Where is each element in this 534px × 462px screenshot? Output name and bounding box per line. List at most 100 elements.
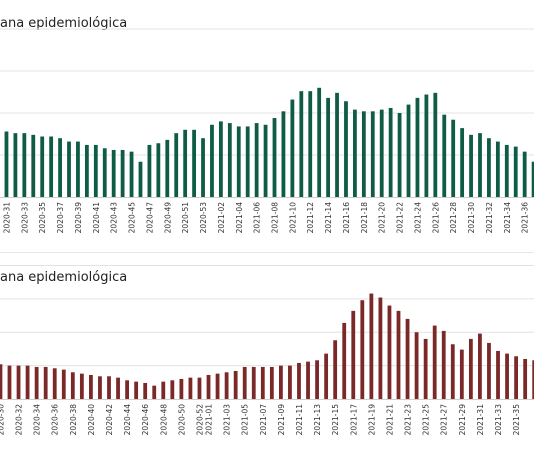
bar [505,353,509,399]
bar [344,101,348,197]
bar [278,365,283,399]
top-chart-panel: ana epidemiológica 2020-31 2020-33 2020-35… [0,16,534,234]
bottom-bar-chart: 2020-30 2020-32 2020-34 2020-36 2020-38 2020-… [0,265,534,436]
x-tick-label: 2021-04 [235,202,244,234]
x-tick-label: 2021-24 [413,202,422,234]
x-tick-label: 2021-06 [253,202,262,234]
x-tick-label: 2021-29 [458,404,467,436]
bottom-chart-panel: ana epidemiológica 2020-30 2020-32 2020-34… [0,256,534,462]
x-tick-label: 2020-33 [20,202,29,234]
bar [40,136,45,197]
x-tick-label: 2021-27 [440,404,449,436]
bar [0,364,3,399]
x-tick-label: 2020-53 [199,202,208,234]
bar [423,338,428,399]
bar [460,128,465,197]
bar [308,91,313,197]
x-tick-label: 2020-32 [15,404,24,436]
bar [360,300,365,399]
x-tick-label: 2021-03 [223,404,232,436]
x-tick-label: 2021-21 [385,404,394,436]
x-tick-label: 2021-17 [349,404,358,436]
bar [288,365,292,399]
bar [317,87,322,197]
bar [210,124,214,197]
bar [406,104,411,197]
x-tick-label: 2021-28 [449,202,458,234]
bar [4,131,9,197]
x-tick-label: 2020-50 [177,404,186,436]
bar [224,372,229,399]
x-tick-label: 2020-30 [0,404,5,436]
x-tick-label: 2021-33 [494,404,503,436]
bar [326,97,331,197]
bar [433,92,438,197]
x-tick-label: 2020-49 [163,202,172,234]
bar [67,141,71,197]
bar [442,114,447,197]
x-tick-label: 2020-51 [181,202,190,234]
bar [441,330,446,399]
x-tick-label: 2021-20 [378,202,387,234]
x-tick-label: 2021-13 [313,404,322,436]
x-tick-label: 2021-15 [331,404,340,436]
bar [61,369,66,399]
bar [487,138,491,197]
x-tick-label: 2020-39 [74,202,83,234]
bar [52,368,57,399]
x-tick-label: 2021-22 [396,202,405,234]
bar [111,149,116,197]
chart-title: ana epidemiológica [0,270,128,285]
bar [236,126,241,197]
bar [218,121,223,197]
bar [161,381,166,399]
bar [263,124,268,197]
x-tick-label: 2021-08 [271,202,280,234]
x-tick-label: 2021-18 [360,202,369,234]
bar [369,293,374,399]
bar [315,360,319,399]
bar [335,92,339,197]
bar [16,365,21,399]
x-tick-label: 2021-26 [431,202,440,234]
bar [134,381,139,399]
bar [396,310,401,399]
x-tick-label: 2021-05 [241,404,250,436]
bar [49,136,54,197]
bar [31,134,36,197]
bar [25,365,30,399]
bar [333,340,338,399]
x-tick-label: 2020-35 [38,202,47,234]
bar [170,380,175,399]
x-tick-label: 2020-47 [145,202,154,234]
bar [414,332,419,399]
bar [107,376,111,399]
bar [353,109,357,197]
x-tick-label: 2020-31 [2,202,11,234]
x-tick-label: 2021-12 [306,202,315,234]
bar [260,366,265,399]
bar [281,111,286,197]
bar [532,360,534,399]
bar [152,385,157,399]
bar [70,372,75,399]
bar [13,133,18,197]
bar [245,126,250,197]
x-tick-label: 2021-01 [205,404,214,436]
x-tick-label: 2021-31 [476,404,485,436]
x-tick-label: 2020-36 [51,404,60,436]
bar [478,333,482,399]
bar [496,350,500,399]
bar [290,99,295,197]
bar [306,361,310,399]
bar [468,338,473,399]
bar [22,133,27,197]
bar [251,366,256,399]
bar [179,378,184,399]
bar [102,148,107,197]
bar [215,373,220,399]
x-tick-label: 2021-11 [295,404,304,436]
bar [297,362,301,399]
bar [120,149,125,197]
x-tick-label: 2020-52 [195,404,204,436]
